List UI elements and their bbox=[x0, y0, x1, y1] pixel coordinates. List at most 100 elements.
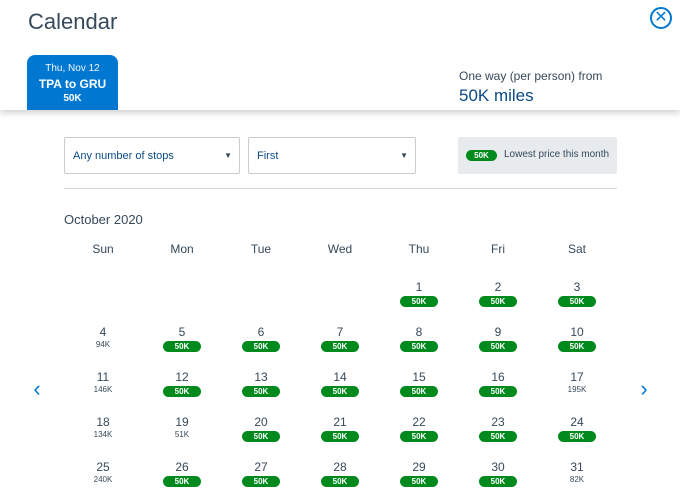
day-number: 8 bbox=[415, 325, 423, 339]
lowest-price-badge: 50K bbox=[242, 341, 280, 352]
day-number: 28 bbox=[333, 460, 347, 474]
lowest-price-badge: 50K bbox=[400, 296, 438, 307]
stops-select-value: Any number of stops bbox=[73, 150, 174, 162]
day-number: 22 bbox=[412, 415, 426, 429]
weekday-sat: Sat bbox=[567, 242, 586, 256]
lowest-price-badge: 50K bbox=[321, 476, 359, 487]
day-cell-14[interactable]: 14 50K bbox=[310, 370, 370, 397]
cabin-select[interactable]: First ▼ bbox=[248, 137, 416, 174]
day-price: 82K bbox=[569, 475, 585, 484]
date-tab-route: TPA to GRU bbox=[38, 77, 107, 91]
day-cell-7[interactable]: 7 50K bbox=[310, 325, 370, 352]
day-price: 146K bbox=[93, 385, 113, 394]
day-number: 31 bbox=[570, 460, 584, 474]
day-cell-29[interactable]: 29 50K bbox=[389, 460, 449, 487]
weekday-sun: Sun bbox=[92, 242, 114, 256]
day-number: 6 bbox=[257, 325, 265, 339]
day-number: 26 bbox=[175, 460, 189, 474]
day-cell-5[interactable]: 5 50K bbox=[152, 325, 212, 352]
close-icon[interactable]: ✕ bbox=[650, 7, 672, 29]
day-cell-22[interactable]: 22 50K bbox=[389, 415, 449, 442]
day-cell-27[interactable]: 27 50K bbox=[231, 460, 291, 487]
lowest-price-badge: 50K bbox=[479, 341, 517, 352]
day-number: 20 bbox=[254, 415, 268, 429]
lowest-price-badge: 50K bbox=[479, 476, 517, 487]
day-cell-12[interactable]: 12 50K bbox=[152, 370, 212, 397]
fare-label: One way (per person) from bbox=[459, 69, 603, 83]
lowest-price-badge: 50K bbox=[479, 431, 517, 442]
day-cell-16[interactable]: 16 50K bbox=[468, 370, 528, 397]
day-cell-8[interactable]: 8 50K bbox=[389, 325, 449, 352]
lowest-price-badge: 50K bbox=[400, 341, 438, 352]
day-cell-31[interactable]: 31 82K bbox=[547, 460, 607, 485]
month-label: October 2020 bbox=[64, 212, 143, 227]
day-cell-6[interactable]: 6 50K bbox=[231, 325, 291, 352]
lowest-price-badge: 50K bbox=[400, 476, 438, 487]
weekday-fri: Fri bbox=[491, 242, 505, 256]
lowest-price-badge: 50K bbox=[321, 431, 359, 442]
lowest-price-badge: 50K bbox=[321, 386, 359, 397]
day-cell-11[interactable]: 11 146K bbox=[73, 370, 133, 395]
day-number: 4 bbox=[99, 325, 107, 339]
day-price: 94K bbox=[95, 340, 111, 349]
chevron-right-icon[interactable]: › bbox=[640, 376, 648, 401]
weekday-thu: Thu bbox=[408, 242, 430, 256]
day-number: 14 bbox=[333, 370, 347, 384]
lowest-price-badge: 50K bbox=[242, 431, 280, 442]
day-cell-10[interactable]: 10 50K bbox=[547, 325, 607, 352]
day-cell-2[interactable]: 2 50K bbox=[468, 280, 528, 307]
day-cell-26[interactable]: 26 50K bbox=[152, 460, 212, 487]
day-cell-28[interactable]: 28 50K bbox=[310, 460, 370, 487]
day-cell-3[interactable]: 3 50K bbox=[547, 280, 607, 307]
day-number: 13 bbox=[254, 370, 268, 384]
date-tab-date: Thu, Nov 12 bbox=[45, 63, 100, 74]
day-number: 11 bbox=[96, 370, 110, 384]
lowest-price-legend: 50K Lowest price this month bbox=[458, 137, 617, 174]
day-number: 9 bbox=[494, 325, 502, 339]
day-cell-20[interactable]: 20 50K bbox=[231, 415, 291, 442]
divider bbox=[64, 188, 617, 189]
day-number: 7 bbox=[336, 325, 344, 339]
weekday-mon: Mon bbox=[170, 242, 194, 256]
day-number: 30 bbox=[491, 460, 505, 474]
day-price: 134K bbox=[93, 430, 113, 439]
chevron-left-icon[interactable]: ‹ bbox=[33, 376, 41, 401]
day-cell-4[interactable]: 4 94K bbox=[73, 325, 133, 350]
day-cell-24[interactable]: 24 50K bbox=[547, 415, 607, 442]
day-cell-21[interactable]: 21 50K bbox=[310, 415, 370, 442]
page-title: Calendar bbox=[28, 9, 118, 34]
day-number: 12 bbox=[175, 370, 189, 384]
cabin-select-value: First bbox=[257, 150, 279, 162]
fare-value: 50K miles bbox=[459, 86, 534, 105]
legend-pill: 50K bbox=[466, 150, 497, 161]
day-number: 17 bbox=[570, 370, 584, 384]
weekday-wed: Wed bbox=[327, 242, 353, 256]
day-cell-17[interactable]: 17 195K bbox=[547, 370, 607, 395]
day-cell-23[interactable]: 23 50K bbox=[468, 415, 528, 442]
day-cell-13[interactable]: 13 50K bbox=[231, 370, 291, 397]
lowest-price-badge: 50K bbox=[479, 386, 517, 397]
lowest-price-badge: 50K bbox=[558, 341, 596, 352]
day-cell-19[interactable]: 19 51K bbox=[152, 415, 212, 440]
day-number: 21 bbox=[333, 415, 347, 429]
legend-text: Lowest price this month bbox=[504, 149, 610, 160]
date-tab-selected[interactable]: Thu, Nov 12 TPA to GRU 50K bbox=[27, 55, 118, 110]
lowest-price-badge: 50K bbox=[400, 431, 438, 442]
lowest-price-badge: 50K bbox=[163, 341, 201, 352]
stops-select[interactable]: Any number of stops ▼ bbox=[64, 137, 240, 174]
lowest-price-badge: 50K bbox=[163, 386, 201, 397]
day-cell-9[interactable]: 9 50K bbox=[468, 325, 528, 352]
day-number: 19 bbox=[175, 415, 189, 429]
lowest-price-badge: 50K bbox=[400, 386, 438, 397]
day-number: 18 bbox=[96, 415, 110, 429]
day-number: 15 bbox=[412, 370, 426, 384]
day-cell-30[interactable]: 30 50K bbox=[468, 460, 528, 487]
day-cell-15[interactable]: 15 50K bbox=[389, 370, 449, 397]
chevron-down-icon: ▼ bbox=[224, 151, 232, 160]
day-cell-1[interactable]: 1 50K bbox=[389, 280, 449, 307]
day-cell-25[interactable]: 25 240K bbox=[73, 460, 133, 485]
lowest-price-badge: 50K bbox=[163, 476, 201, 487]
day-price: 240K bbox=[93, 475, 113, 484]
day-cell-18[interactable]: 18 134K bbox=[73, 415, 133, 440]
lowest-price-badge: 50K bbox=[558, 431, 596, 442]
